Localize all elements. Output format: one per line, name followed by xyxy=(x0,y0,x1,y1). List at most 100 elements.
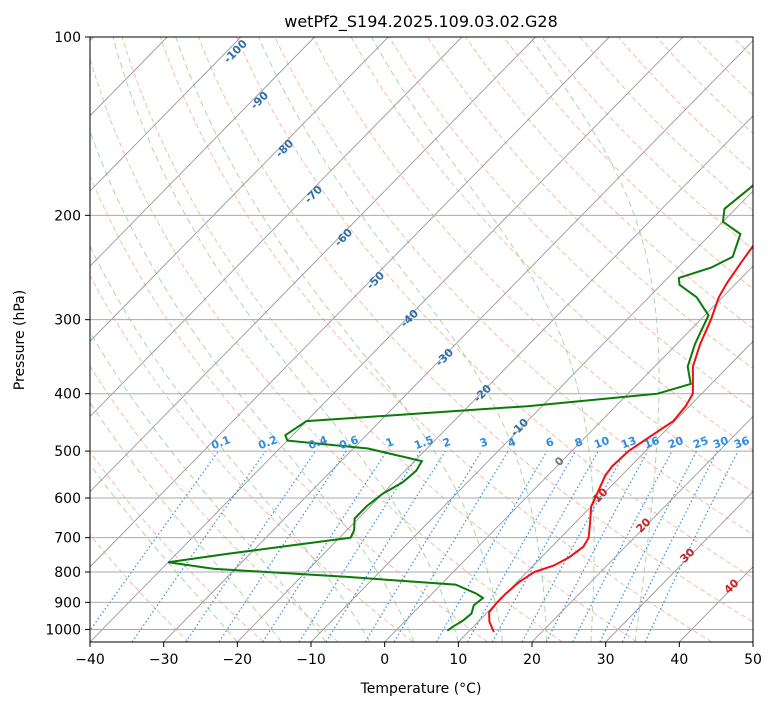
mixing-ratio-label: 8 xyxy=(573,435,585,450)
mixing-ratio-line xyxy=(491,450,599,642)
isotherm-line xyxy=(531,415,753,642)
dry-adiabat-line xyxy=(465,37,753,329)
y-tick-label: 600 xyxy=(54,491,81,507)
x-tick-label: −10 xyxy=(296,652,326,668)
profile-lines xyxy=(168,184,753,633)
dry-adiabat-line xyxy=(90,365,339,642)
mixing-ratio-line xyxy=(599,450,698,642)
mixing-ratio-label: 0.1 xyxy=(209,433,232,452)
dry-adiabat-line xyxy=(312,37,753,493)
background-lines xyxy=(90,37,775,642)
mixing-ratio-line xyxy=(466,450,577,642)
isotherm-line xyxy=(605,491,753,642)
moist-adiabat-line xyxy=(175,37,503,642)
x-tick-label: 50 xyxy=(744,652,762,668)
y-axis-title: Pressure (hPa) xyxy=(12,290,28,390)
dry-adiabat-line xyxy=(159,37,712,642)
isotherm-line xyxy=(90,37,389,342)
mixing-ratio-line xyxy=(364,450,483,642)
mixing-ratio-line xyxy=(621,450,718,642)
mixing-ratio-line xyxy=(545,450,649,642)
x-axis-title: Temperature (°C) xyxy=(360,681,482,697)
dry-adiabat-line xyxy=(388,37,753,410)
mixing-ratio-label: 13 xyxy=(619,434,638,451)
mixing-ratio-line xyxy=(131,450,266,642)
dry-adiabat-line xyxy=(121,37,638,642)
isotherm-line xyxy=(90,37,242,192)
dry-adiabat-line xyxy=(197,37,753,623)
axis-ticks: −40 −30 −20 −10 0 10 20 30 40 5010020030040050060… xyxy=(45,30,762,668)
mixing-ratio-line xyxy=(521,450,627,642)
dry-adiabat-line xyxy=(90,533,190,642)
mixing-ratio-label: 6 xyxy=(544,435,556,450)
plot-frame xyxy=(89,36,754,643)
dry-adiabat-line xyxy=(236,37,753,579)
y-tick-label: 900 xyxy=(54,595,81,611)
isotherm-line xyxy=(752,641,753,642)
mixing-ratio-label: 36 xyxy=(732,434,751,452)
mixing-ratio-line xyxy=(185,450,316,642)
mixing-ratio-line xyxy=(218,450,347,642)
mixing-ratio-label: 4 xyxy=(506,435,518,450)
mixing-ratio-label: 0.4 xyxy=(306,433,329,452)
x-tick-label: 20 xyxy=(523,652,541,668)
plot-background xyxy=(90,37,753,642)
mixing-ratio-label: 0.6 xyxy=(337,433,360,452)
moist-adiabat-line xyxy=(90,401,282,642)
mixing-ratio-line xyxy=(262,450,388,642)
chart-title: wetPf2_S194.2025.109.03.02.G28 xyxy=(284,12,558,32)
y-tick-label: 500 xyxy=(54,444,81,460)
mixing-ratio-label: 2 xyxy=(441,435,453,450)
isotherm-line xyxy=(90,37,610,568)
isotherm-line xyxy=(90,37,684,642)
y-tick-label: 700 xyxy=(54,531,81,547)
isotherm-line xyxy=(237,115,753,642)
dry-adiabat-line xyxy=(274,37,753,536)
y-tick-label: 1000 xyxy=(45,622,81,638)
moist-adiabat-line xyxy=(530,37,660,642)
dry-adiabat-line xyxy=(771,37,775,642)
x-tick-label: −30 xyxy=(149,652,179,668)
dry-adiabat-line xyxy=(90,274,414,642)
mixing-ratio-label: 30 xyxy=(711,434,730,452)
isotherm-line xyxy=(384,265,753,642)
x-tick-label: 10 xyxy=(449,652,467,668)
x-tick-label: 0 xyxy=(380,652,389,668)
dry-adiabat-line xyxy=(90,56,563,642)
temperature-profile-line xyxy=(488,244,753,633)
mixing-ratio-label: 20 xyxy=(666,434,685,452)
x-tick-label: −20 xyxy=(223,652,253,668)
x-tick-label: 30 xyxy=(597,652,615,668)
mixing-ratio-label: 16 xyxy=(642,434,661,452)
dewpoint-profile-line xyxy=(168,184,753,632)
moist-adiabat-line xyxy=(258,37,548,642)
y-tick-label: 300 xyxy=(54,313,81,329)
moist-adiabat-line xyxy=(90,245,371,642)
isotherm-line xyxy=(310,190,753,642)
mixing-ratio-label: 10 xyxy=(592,434,611,452)
moist-adiabat-line xyxy=(371,37,595,642)
isotherm-line xyxy=(458,340,753,642)
mixing-ratio-label: 3 xyxy=(478,435,490,450)
mixing-ratio-label: 0.2 xyxy=(256,433,279,452)
mixing-ratio-label: 1 xyxy=(384,435,396,450)
isotherm-line xyxy=(90,37,315,267)
moist-adiabat-line xyxy=(90,463,238,642)
dry-adiabat-line xyxy=(503,37,753,290)
x-tick-label: 40 xyxy=(670,652,688,668)
mixing-ratio-line xyxy=(90,450,220,632)
y-tick-label: 400 xyxy=(54,387,81,403)
mixing-ratio-label: 25 xyxy=(691,434,710,451)
moist-adiabat-line xyxy=(112,37,459,642)
mixing-ratio-line xyxy=(298,450,422,642)
mixing-ratio-label: 1.5 xyxy=(412,433,435,452)
y-tick-label: 800 xyxy=(54,565,81,581)
y-tick-label: 200 xyxy=(54,208,81,224)
isotherm-line xyxy=(163,39,753,642)
isotherm-line xyxy=(90,37,536,493)
isotherm-line xyxy=(90,37,463,418)
moist-adiabat-line xyxy=(90,330,327,642)
x-tick-label: −40 xyxy=(75,652,105,668)
y-tick-label: 100 xyxy=(54,30,81,46)
